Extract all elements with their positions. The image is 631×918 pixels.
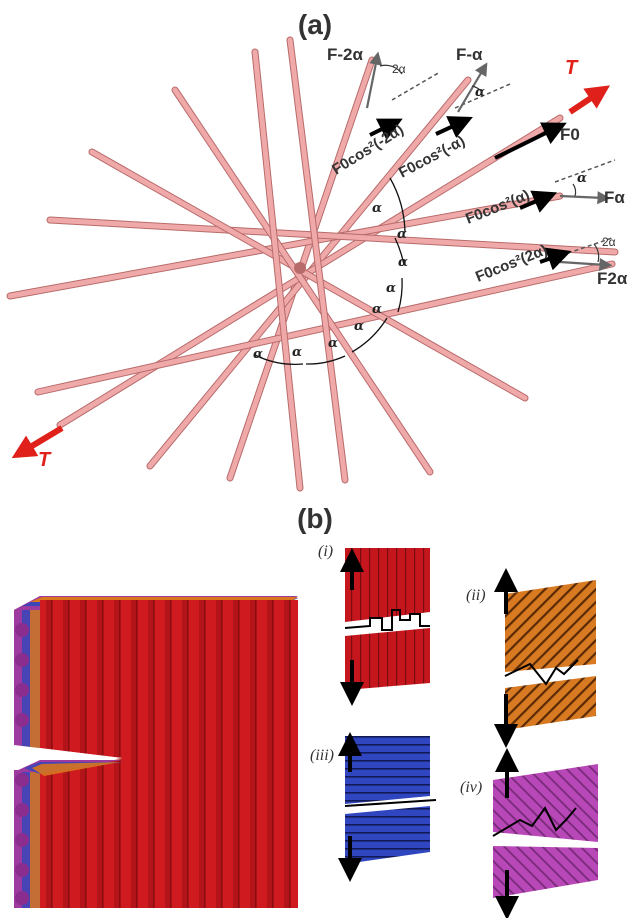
fiber	[172, 87, 433, 475]
angle-label: α	[253, 347, 263, 362]
alpha-label: α	[475, 85, 485, 100]
tension-arrows: T T	[11, 57, 610, 471]
angle-label: α	[397, 227, 407, 242]
fiber	[7, 193, 563, 299]
panel-b-label: (b)	[297, 503, 333, 534]
two-alpha-label: 2α	[602, 235, 616, 249]
force-label-minus-2a: F-2α	[327, 45, 364, 64]
component-arrows	[369, 116, 572, 271]
notched-laminate	[14, 596, 298, 908]
tip-angle-arcs	[379, 64, 600, 263]
angle-label: α	[292, 345, 302, 360]
tension-label-bottom: T	[38, 449, 52, 471]
force-labels: F-2α F-α F0 Fα F2α	[327, 45, 628, 288]
fiber-hub	[294, 262, 306, 274]
fiber	[287, 37, 348, 483]
panel-a-label: (a)	[298, 9, 332, 40]
angle-label: α	[372, 302, 382, 317]
angle-arcs	[254, 177, 406, 366]
sub-label-i: (i)	[318, 543, 333, 560]
specimen-iii: (iii)	[310, 732, 437, 882]
angle-label: α	[386, 281, 396, 296]
tension-label-top: T	[565, 57, 579, 79]
fiber	[47, 217, 618, 255]
fiber	[252, 49, 303, 491]
angle-label: α	[398, 255, 408, 270]
sub-label-ii: (ii)	[466, 587, 486, 604]
fiber	[57, 115, 563, 428]
force-label-2a: F2α	[597, 269, 628, 288]
angle-label: α	[372, 201, 382, 216]
angle-label: α	[328, 336, 338, 351]
fiber	[89, 149, 528, 401]
alpha-label: α	[577, 171, 587, 186]
angle-labels: α α α α α α α α α	[253, 201, 408, 362]
dashed-reference-lines	[391, 71, 616, 261]
specimen-ii: (ii)	[466, 568, 596, 748]
two-alpha-label: 2α	[392, 62, 406, 76]
specimen-iv: (iv)	[460, 748, 598, 918]
fiber-bundle	[6, 36, 619, 492]
force-label-minus-a: F-α	[456, 45, 483, 64]
force-label-0: F0	[560, 125, 580, 144]
sub-label-iii: (iii)	[310, 747, 334, 764]
sub-label-iv: (iv)	[460, 779, 482, 796]
force-label-a: Fα	[604, 188, 625, 207]
specimen-i: (i)	[318, 543, 430, 706]
angle-label: α	[354, 319, 364, 334]
